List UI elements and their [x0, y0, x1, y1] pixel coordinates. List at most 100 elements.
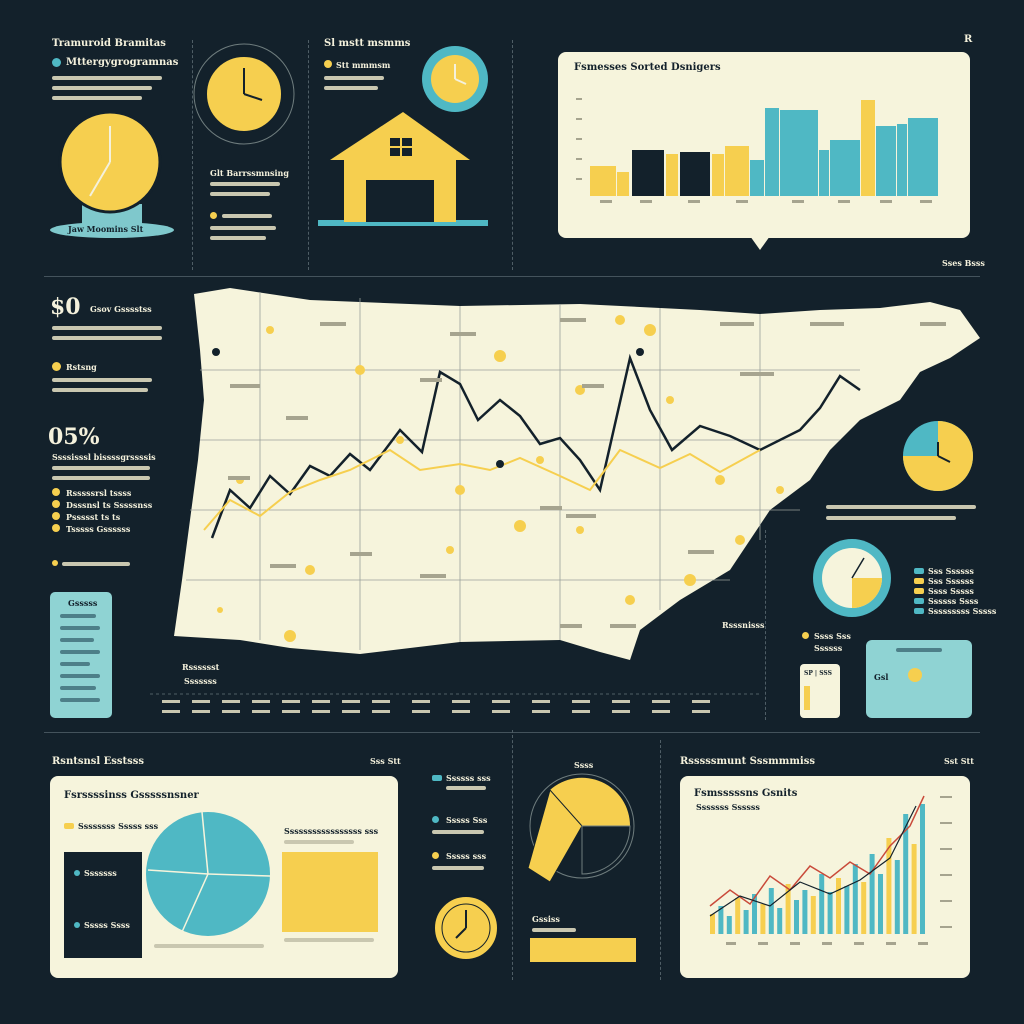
- text-line: [222, 214, 272, 218]
- text-line: [62, 562, 130, 566]
- chart-bar: [878, 874, 883, 934]
- text-line: [446, 786, 486, 790]
- stat-label-2: Ssssisssl bissssgrssssis: [52, 452, 156, 462]
- divider-v-4: [512, 730, 513, 980]
- bullet-icon: [324, 60, 332, 68]
- chart-bar: [726, 916, 732, 934]
- text-line: [60, 662, 90, 666]
- right-legend-item: Ssss Sssss: [928, 586, 974, 596]
- legend-dot: [52, 524, 60, 532]
- chart-bar: [819, 874, 825, 934]
- bullet-icon: [432, 816, 439, 823]
- bullet-icon: [432, 852, 439, 859]
- text-line: [432, 866, 484, 870]
- text-line: [52, 476, 150, 480]
- map-bottom-label: Rsssssst: [182, 662, 220, 672]
- bullet-icon: [52, 362, 61, 371]
- divider-v-6: [765, 530, 766, 720]
- text-line: [210, 236, 266, 240]
- legend-swatch: [914, 598, 924, 604]
- text-line: [210, 182, 280, 186]
- legend-swatch: [914, 578, 924, 584]
- stat-label-1: Gsov Gsssstss: [90, 304, 152, 314]
- text-line: [210, 226, 276, 230]
- gauge-title: Ssss: [574, 760, 594, 770]
- bullet-icon: [52, 58, 61, 67]
- legend-swatch: [64, 823, 74, 829]
- text-line: [52, 86, 152, 90]
- house-icon: [318, 108, 488, 230]
- text-line: [60, 614, 96, 618]
- legend-swatch: [432, 775, 442, 781]
- left-item-label: Rstsng: [66, 362, 97, 372]
- chart-bar: [903, 814, 909, 934]
- text-line: [60, 698, 100, 702]
- badge-card: SP | SSS: [800, 664, 840, 718]
- top-chart-title: Fsmesses Sorted Dsnigers: [574, 62, 721, 73]
- legend-item: Dsssnsl ts Sssssnss: [66, 500, 153, 510]
- legend-swatch: [914, 608, 924, 614]
- legend-item: Tsssss Gssssss: [66, 524, 131, 534]
- divider-v-3: [512, 40, 513, 270]
- text-line: [52, 336, 162, 340]
- chart-bar: [752, 894, 757, 934]
- chart-bar: [718, 906, 724, 934]
- cell-label: Gssiss: [532, 914, 560, 924]
- divider-v-1: [192, 40, 193, 270]
- legend-item: Rsssssrsl tssss: [66, 488, 132, 498]
- chart-bar: [768, 888, 774, 934]
- center-subtitle: Stt mmmsm: [336, 60, 391, 70]
- yellow-panel: [282, 852, 378, 932]
- legend-dot: [52, 500, 60, 508]
- text-line: [826, 505, 976, 509]
- chart-bar: [785, 884, 791, 934]
- top-left-subtitle: Mttergygrogramnas: [66, 57, 179, 68]
- text-line: [324, 76, 384, 80]
- text-line: [52, 378, 152, 382]
- divider-v-5: [660, 740, 661, 980]
- yellow-strip: [530, 938, 636, 962]
- text-line: [52, 76, 162, 80]
- gauge-icon: [902, 420, 974, 492]
- center-legend-item: Sssss sss: [446, 851, 487, 861]
- bottom-left-right-heading: Sssssssssssssssss sss: [284, 826, 379, 836]
- bottom-right-section-title: Rsssssmunt Sssmmmiss: [680, 756, 815, 767]
- right-legend-item: Sssssssss Sssss: [928, 606, 997, 616]
- legend-swatch: [914, 568, 924, 574]
- legend-dot: [52, 488, 60, 496]
- chart-bar: [760, 904, 766, 934]
- chart-bar: [802, 890, 808, 934]
- map-legend-title: Rsssnisss: [722, 620, 765, 630]
- bottom-right-chart: [709, 795, 952, 945]
- chart-bar: [794, 900, 799, 934]
- chart-bar: [911, 844, 917, 934]
- right-legend-item: Sss Ssssss: [928, 566, 974, 576]
- chart-bar: [735, 898, 741, 934]
- fan-chart: [520, 772, 640, 886]
- center-legend-item: Sssss Sss: [446, 815, 488, 825]
- center-title: Sl mstt msmms: [324, 38, 411, 49]
- text-line: [284, 840, 354, 844]
- text-line: [60, 638, 94, 642]
- text-line: [324, 86, 378, 90]
- text-line: [60, 686, 96, 690]
- chart-bar: [886, 838, 892, 934]
- chart-bar: [852, 864, 858, 934]
- callout-pointer: [750, 236, 770, 250]
- chart-bar: [710, 914, 715, 934]
- bottom-left-card-sub: Ssssssss Sssss sss: [78, 821, 159, 831]
- text-line: [60, 650, 100, 654]
- text-line: [896, 648, 942, 652]
- chart-bar: [827, 892, 833, 934]
- badge-label: SP | SSS: [804, 670, 832, 677]
- small-label: Ssss Sss: [814, 631, 851, 641]
- stat-value-2: 05%: [48, 424, 100, 450]
- small-sublabel: Ssssss: [814, 643, 843, 653]
- gauge-icon-2: [432, 894, 500, 962]
- bullet-icon: [74, 922, 80, 928]
- stat-value-1: $0: [50, 294, 81, 320]
- pie-icon: [420, 44, 490, 114]
- top-bar-chart: [576, 98, 938, 203]
- bottom-right-card-title: Fsmsssssns Gsnits: [694, 788, 798, 799]
- chart-bar: [810, 896, 816, 934]
